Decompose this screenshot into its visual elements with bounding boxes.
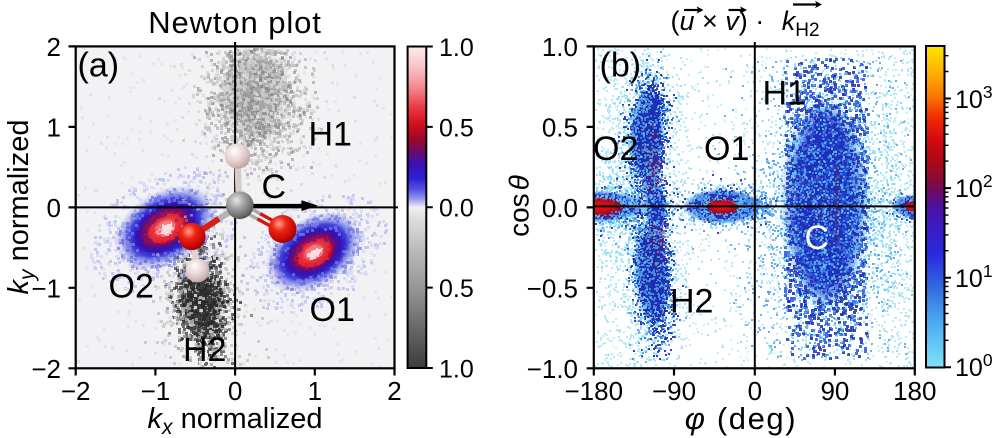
svg-text:O1: O1 xyxy=(704,130,749,168)
svg-text:H2: H2 xyxy=(670,283,713,321)
svg-text:(a): (a) xyxy=(78,47,120,85)
svg-text:101: 101 xyxy=(955,261,993,293)
svg-text:0.5: 0.5 xyxy=(542,112,578,142)
svg-text:1.0: 1.0 xyxy=(439,34,474,62)
svg-text:−2: −2 xyxy=(31,354,61,384)
svg-text:−1: −1 xyxy=(31,273,61,303)
svg-text:2: 2 xyxy=(47,32,61,62)
svg-text:0: 0 xyxy=(748,376,762,406)
svg-text:H1: H1 xyxy=(763,75,806,113)
svg-text:−0.5: −0.5 xyxy=(527,273,578,303)
svg-text:0: 0 xyxy=(47,193,61,223)
svg-text:O2: O2 xyxy=(109,268,154,306)
svg-text:1.0: 1.0 xyxy=(439,356,474,384)
svg-text:ky normalized: ky normalized xyxy=(3,120,39,295)
svg-text:H1: H1 xyxy=(309,116,352,154)
svg-text:C: C xyxy=(805,219,830,257)
svg-text:φ (deg): φ (deg) xyxy=(685,401,797,436)
svg-text:−90: −90 xyxy=(652,376,696,406)
svg-text:O2: O2 xyxy=(593,130,638,168)
svg-text:−180: −180 xyxy=(565,376,624,406)
svg-text:2: 2 xyxy=(387,376,401,406)
svg-text:100: 100 xyxy=(955,350,993,382)
svg-text:kx normalized: kx normalized xyxy=(148,403,323,438)
svg-text:1: 1 xyxy=(308,376,322,406)
svg-text:102: 102 xyxy=(955,171,993,203)
svg-text:(b): (b) xyxy=(600,47,642,85)
svg-text:180: 180 xyxy=(893,376,936,406)
svg-text:0: 0 xyxy=(228,376,242,406)
svg-text:cosθ: cosθ xyxy=(504,175,535,237)
svg-text:O1: O1 xyxy=(310,291,355,329)
svg-text:−2: −2 xyxy=(61,376,91,406)
svg-text:−1.0: −1.0 xyxy=(527,354,578,384)
svg-text:Newton plot: Newton plot xyxy=(148,5,322,40)
svg-text:0.5: 0.5 xyxy=(439,114,474,142)
svg-text:−1: −1 xyxy=(141,376,171,406)
svg-text:103: 103 xyxy=(955,82,993,114)
svg-text:(u × v) · kH2: (u × v) · kH2 xyxy=(670,6,819,41)
svg-text:0.0: 0.0 xyxy=(439,195,474,223)
svg-text:C: C xyxy=(262,168,287,206)
svg-text:1.0: 1.0 xyxy=(542,32,578,62)
svg-text:0.0: 0.0 xyxy=(542,193,578,223)
svg-text:H2: H2 xyxy=(183,331,226,369)
svg-text:90: 90 xyxy=(820,376,849,406)
svg-text:0.5: 0.5 xyxy=(439,275,474,303)
svg-text:1: 1 xyxy=(47,112,61,142)
